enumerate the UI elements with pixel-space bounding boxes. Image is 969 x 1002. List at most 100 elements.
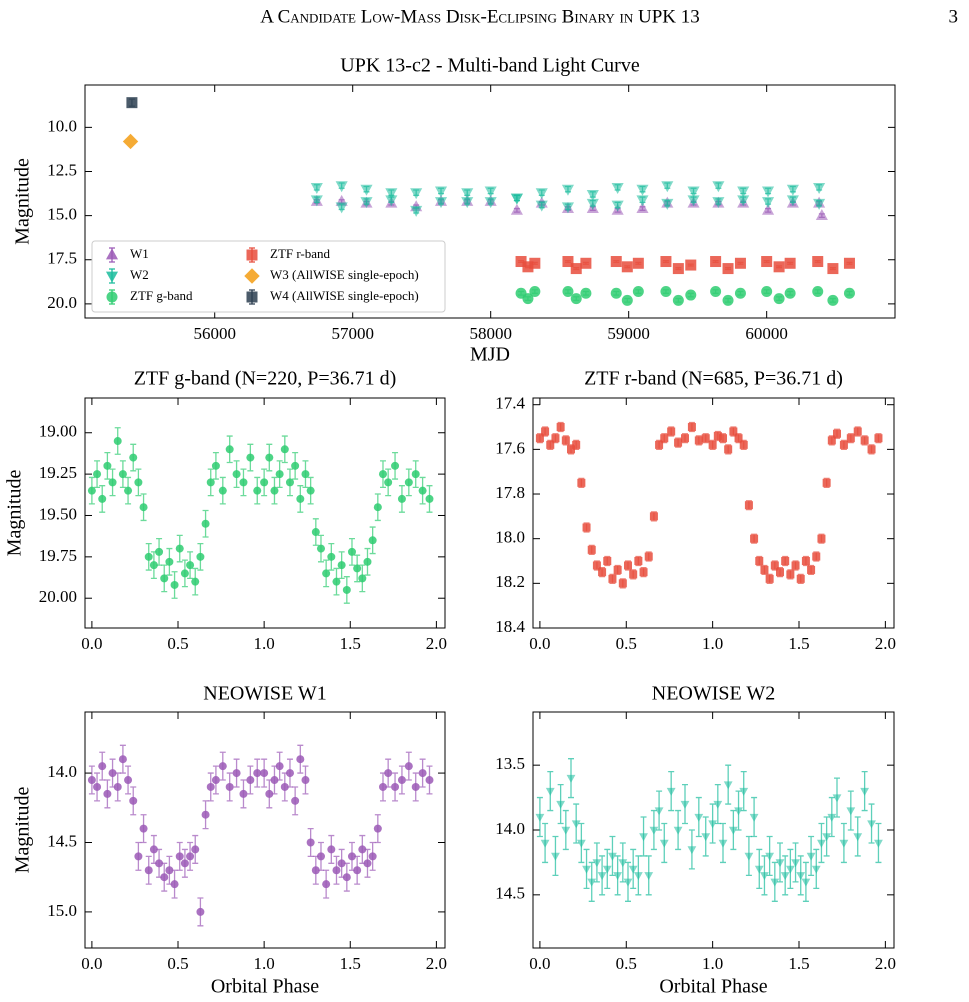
point <box>322 880 331 889</box>
point <box>623 878 633 887</box>
point <box>610 256 622 268</box>
point <box>687 195 700 207</box>
point <box>155 859 164 868</box>
point <box>484 197 497 209</box>
x-tick-label: 1.0 <box>702 954 723 973</box>
point <box>306 838 315 847</box>
point <box>103 461 112 470</box>
point <box>843 257 855 269</box>
point <box>124 776 133 785</box>
point <box>175 852 184 861</box>
x-tick-label: 0.5 <box>167 954 188 973</box>
point <box>613 565 622 574</box>
point <box>434 186 448 198</box>
x-tick-label: 0.0 <box>529 954 550 973</box>
point <box>796 872 806 881</box>
point <box>739 787 749 796</box>
point <box>761 186 775 198</box>
point <box>673 826 683 835</box>
point <box>206 478 215 487</box>
point <box>586 190 599 202</box>
point <box>860 787 870 796</box>
point <box>342 873 351 882</box>
point <box>694 436 703 445</box>
point <box>378 782 387 791</box>
point <box>232 470 241 479</box>
point <box>108 478 117 487</box>
point <box>786 184 799 196</box>
point <box>629 570 638 579</box>
point <box>853 833 863 842</box>
point <box>801 557 810 566</box>
point <box>360 197 373 209</box>
point <box>265 789 274 798</box>
point <box>807 565 816 574</box>
point <box>540 839 550 848</box>
point <box>660 286 672 298</box>
point <box>765 574 774 583</box>
point <box>660 256 672 268</box>
chart-title: UPK 13-c2 - Multi-band Light Curve <box>340 55 640 77</box>
point <box>760 565 769 574</box>
point <box>327 845 336 854</box>
point <box>418 486 427 495</box>
point <box>545 787 555 796</box>
point <box>780 872 790 881</box>
point <box>750 534 759 543</box>
point <box>722 263 734 275</box>
point <box>306 486 315 495</box>
y-axis-label: Magnitude <box>12 158 34 245</box>
point <box>373 824 382 833</box>
y-tick-label: 15.0 <box>47 901 77 920</box>
point <box>571 820 581 829</box>
point <box>786 570 795 579</box>
point <box>666 787 676 796</box>
point <box>582 523 591 532</box>
point <box>191 577 200 586</box>
point <box>358 845 367 854</box>
point <box>410 188 423 200</box>
point <box>546 440 555 449</box>
point <box>461 197 474 209</box>
point <box>218 486 227 495</box>
point <box>734 434 743 443</box>
point <box>681 434 689 443</box>
point <box>685 259 697 271</box>
y-tick-label: 17.4 <box>495 394 525 413</box>
legend-marker <box>246 291 258 303</box>
point <box>661 198 674 210</box>
point <box>576 839 586 848</box>
point <box>384 769 393 778</box>
point <box>201 519 210 528</box>
point <box>98 762 107 771</box>
point <box>93 782 102 791</box>
point <box>180 859 189 868</box>
y-tick-label: 20.0 <box>47 293 77 312</box>
running-title: A Candidate Low-Mass Disk-Eclipsing Bina… <box>260 6 700 27</box>
y-tick-label: 17.5 <box>47 249 77 268</box>
point <box>335 181 348 193</box>
point <box>332 577 341 586</box>
point <box>385 195 398 207</box>
point <box>685 289 697 301</box>
x-tick-label: 60000 <box>745 324 788 343</box>
point <box>347 547 356 556</box>
point <box>191 845 200 854</box>
y-axis-label: Magnitude <box>4 470 26 557</box>
point <box>655 440 664 449</box>
point <box>239 478 248 487</box>
point <box>867 820 876 829</box>
point <box>791 561 800 570</box>
point <box>570 293 582 305</box>
x-tick-label: 0.5 <box>616 634 637 653</box>
point <box>710 256 722 268</box>
page-number: 3 <box>949 6 959 27</box>
point <box>280 445 289 454</box>
point <box>149 561 158 570</box>
point <box>765 852 775 861</box>
point <box>529 257 541 269</box>
legend-label: W4 (AllWISE single-epoch) <box>270 288 419 303</box>
point <box>360 184 373 196</box>
